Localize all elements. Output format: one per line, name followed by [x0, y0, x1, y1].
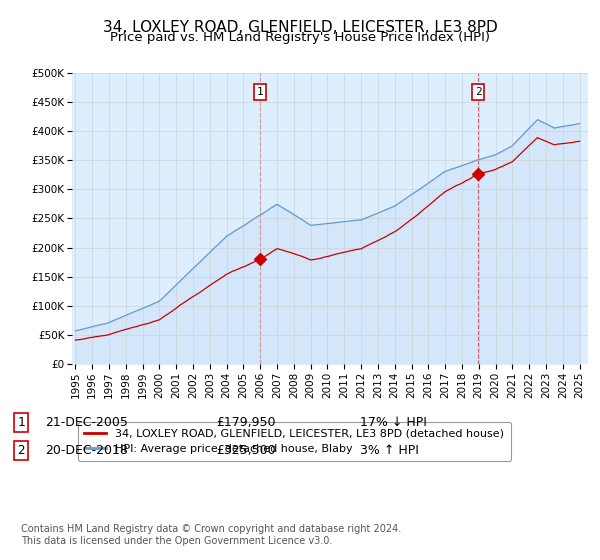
Text: Price paid vs. HM Land Registry's House Price Index (HPI): Price paid vs. HM Land Registry's House … — [110, 31, 490, 44]
Text: £179,950: £179,950 — [216, 416, 275, 430]
Text: 1: 1 — [256, 87, 263, 97]
Text: 2: 2 — [17, 444, 25, 458]
Legend: 34, LOXLEY ROAD, GLENFIELD, LEICESTER, LE3 8PD (detached house), HPI: Average pr: 34, LOXLEY ROAD, GLENFIELD, LEICESTER, L… — [77, 422, 511, 461]
Text: 2: 2 — [475, 87, 482, 97]
Text: 20-DEC-2018: 20-DEC-2018 — [45, 444, 128, 458]
Text: 34, LOXLEY ROAD, GLENFIELD, LEICESTER, LE3 8PD: 34, LOXLEY ROAD, GLENFIELD, LEICESTER, L… — [103, 20, 497, 35]
Text: 3% ↑ HPI: 3% ↑ HPI — [360, 444, 419, 458]
Text: 1: 1 — [17, 416, 25, 430]
Text: £325,500: £325,500 — [216, 444, 275, 458]
Text: Contains HM Land Registry data © Crown copyright and database right 2024.
This d: Contains HM Land Registry data © Crown c… — [21, 524, 401, 546]
Text: 17% ↓ HPI: 17% ↓ HPI — [360, 416, 427, 430]
Text: 21-DEC-2005: 21-DEC-2005 — [45, 416, 128, 430]
